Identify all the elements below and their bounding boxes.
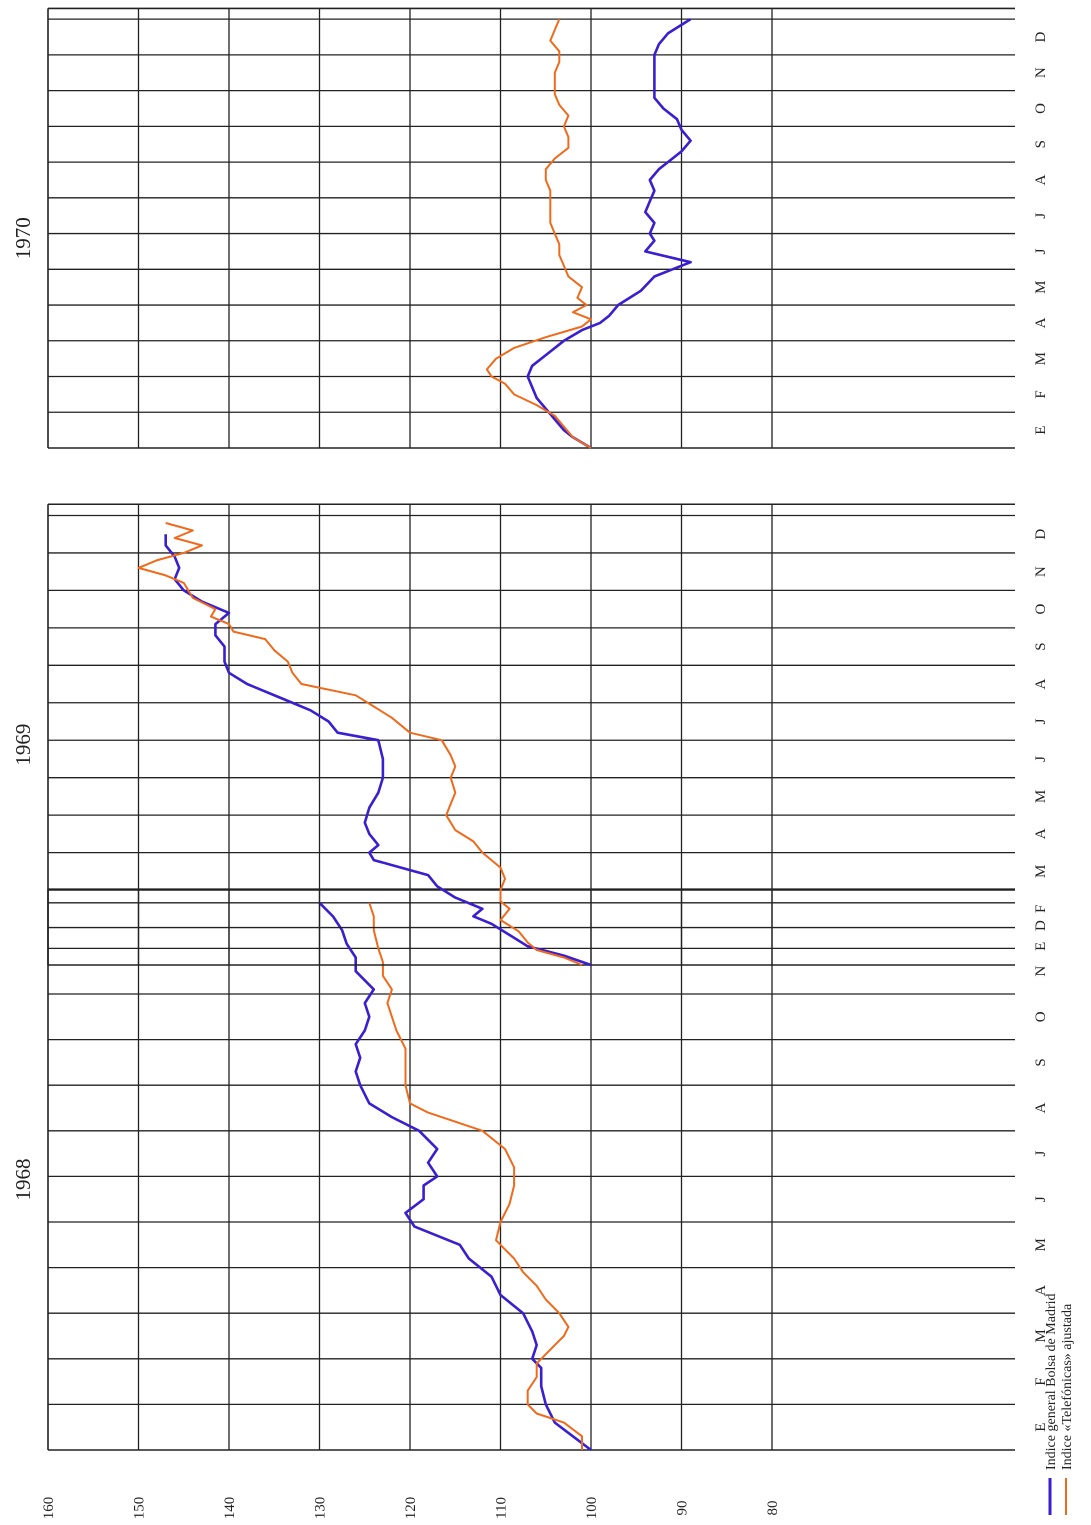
month-tick-label: S — [1033, 642, 1049, 650]
month-tick-label: J — [1033, 756, 1049, 762]
month-tick-label: E — [1033, 942, 1049, 951]
month-tick-label: D — [1033, 920, 1049, 931]
month-tick-label: J — [1033, 718, 1049, 724]
panel-1968: E F M A M J J A S O N D 1968 — [11, 888, 1049, 1452]
month-tick-label: J — [1033, 248, 1049, 254]
legend: Indice general Bolsa de Madrid Indice «Te… — [1044, 1294, 1075, 1515]
month-tick-label: D — [1033, 31, 1049, 42]
month-tick-label: E — [1033, 426, 1049, 435]
month-tick-label: J — [1033, 213, 1049, 219]
month-tick-label: A — [1033, 1285, 1049, 1296]
panel-1969: E F M A M J J A S O N D 1969 — [11, 503, 1049, 967]
month-tick-label: N — [1033, 67, 1049, 78]
y-tick-label: 130 — [313, 1497, 329, 1520]
month-tick-label: M — [1033, 352, 1049, 365]
month-tick-label: E — [1033, 1423, 1049, 1432]
month-tick-label: D — [1033, 529, 1049, 540]
y-tick-label: 120 — [403, 1497, 419, 1520]
month-tick-label: M — [1033, 790, 1049, 803]
series-line-telefonicas — [485, 18, 592, 449]
legend-label: Indice «Telefónicas» ajustada — [1060, 1303, 1075, 1470]
month-tick-label: A — [1033, 678, 1049, 689]
y-tick-label: 90 — [675, 1501, 691, 1516]
y-tick-label: 150 — [132, 1497, 148, 1520]
y-tick-label: 80 — [765, 1501, 781, 1516]
y-tick-label: 160 — [41, 1497, 57, 1520]
y-tick-label: 100 — [584, 1497, 600, 1520]
panel-year-title: 1968 — [11, 1159, 35, 1201]
month-tick-label: F — [1033, 390, 1049, 398]
month-tick-label: M — [1033, 281, 1049, 294]
month-tick-label: F — [1033, 1377, 1049, 1385]
month-tick-label: N — [1033, 566, 1049, 577]
month-tick-label: M — [1033, 1238, 1049, 1251]
panel-year-title: 1969 — [11, 724, 35, 766]
y-tick-label: 110 — [494, 1497, 510, 1519]
month-tick-label: F — [1033, 905, 1049, 913]
month-tick-label: O — [1033, 103, 1049, 114]
month-tick-label: O — [1033, 604, 1049, 615]
month-tick-label: J — [1033, 1196, 1049, 1202]
month-tick-label: A — [1033, 317, 1049, 328]
series-line-general — [526, 18, 692, 450]
month-tick-label: J — [1033, 1151, 1049, 1157]
panel-1970: E F M A M J J A S O N D 1970 — [11, 7, 1049, 450]
month-tick-label: A — [1033, 174, 1049, 185]
panel-year-title: 1970 — [11, 217, 35, 259]
y-tick-label: 140 — [222, 1497, 238, 1520]
legend-label: Indice general Bolsa de Madrid — [1044, 1294, 1059, 1471]
series-line-general — [318, 901, 592, 1452]
series-line-telefonicas — [137, 522, 583, 966]
month-tick-label: S — [1033, 140, 1049, 148]
series-line-telefonicas — [368, 902, 583, 1450]
month-tick-label: M — [1033, 1329, 1049, 1342]
series-line-general — [164, 534, 592, 967]
month-tick-label: S — [1033, 1058, 1049, 1066]
month-tick-label: A — [1033, 1102, 1049, 1113]
month-tick-label: A — [1033, 828, 1049, 839]
month-tick-label: N — [1033, 966, 1049, 977]
month-tick-label: M — [1033, 865, 1049, 878]
month-tick-label: O — [1033, 1011, 1049, 1022]
